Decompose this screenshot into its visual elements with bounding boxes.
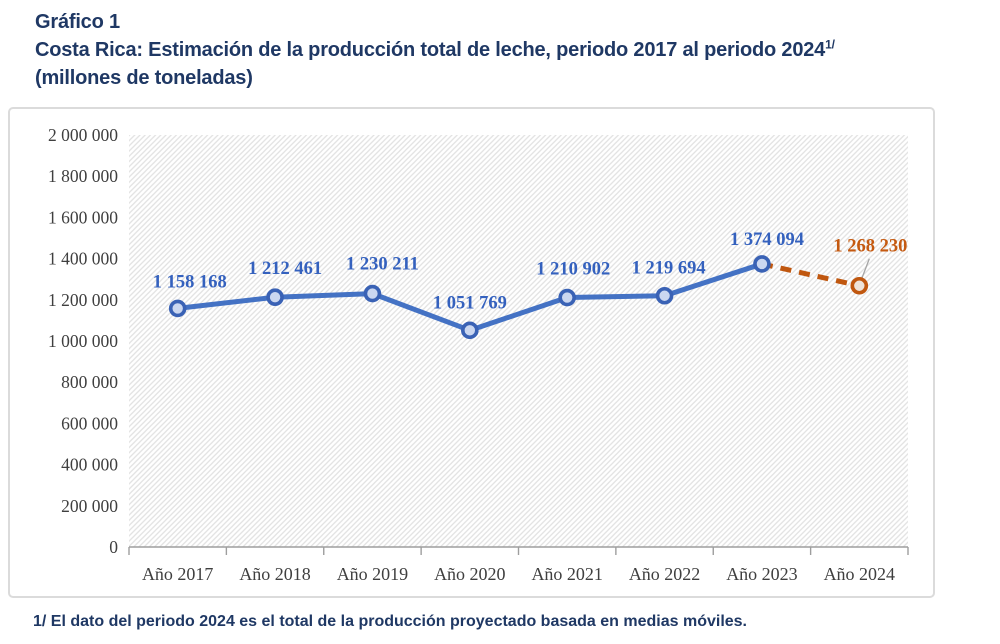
x-axis-label: Año 2021 (531, 564, 603, 584)
chart-title-text: Costa Rica: Estimación de la producción … (35, 39, 826, 61)
data-point-marker (266, 288, 284, 307)
x-axis-label: Año 2019 (337, 564, 409, 584)
data-point-label: 1 212 461 (248, 259, 322, 279)
y-axis-tick-label: 1 600 000 (48, 207, 118, 227)
x-axis-label: Año 2020 (434, 564, 506, 584)
y-axis-tick-label: 200 000 (61, 496, 118, 516)
y-axis-tick-label: 400 000 (61, 455, 118, 475)
data-point-label: 1 158 168 (153, 272, 227, 292)
data-point-marker (363, 284, 382, 303)
projection-dashed-line (761, 261, 860, 289)
chart-subtitle: (millones de toneladas) (35, 67, 253, 89)
y-axis-tick-label: 2 000 000 (48, 125, 118, 145)
projection-point-marker (850, 276, 869, 295)
y-axis-tick-label: 1 200 000 (48, 290, 118, 310)
data-point-marker (461, 321, 479, 340)
y-axis-tick-label: 600 000 (61, 413, 118, 433)
plot-area-hatch (129, 135, 908, 547)
x-axis-label: Año 2018 (239, 564, 311, 584)
chart-footnote: 1/ El dato del periodo 2024 es el total … (33, 613, 747, 630)
chart-heading: Gráfico 1 Costa Rica: Estimación de la p… (35, 8, 985, 92)
projection-point-label: 1 268 230 (833, 237, 907, 257)
data-point-marker (558, 288, 576, 307)
x-axis-label: Año 2017 (142, 564, 214, 584)
chart-title: Costa Rica: Estimación de la producción … (35, 36, 985, 64)
chart-canvas: 0 200 000 400 000 600 000 800 000 1 000 000 1 … (48, 125, 909, 584)
y-axis-tick-label: 800 000 (61, 372, 118, 392)
x-axis-label: Año 2023 (726, 564, 798, 584)
data-point-marker (168, 299, 187, 318)
data-point-label: 1 210 902 (536, 260, 610, 280)
x-axis-label: Año 2022 (629, 564, 701, 584)
chart-number-label: Gráfico 1 (35, 11, 120, 33)
data-point-marker (655, 286, 674, 305)
x-axis-label: Año 2024 (824, 564, 896, 584)
y-axis-tick-label: 1 000 000 (48, 331, 118, 351)
data-point-label: 1 219 694 (632, 259, 706, 279)
label-leader-line (860, 258, 870, 280)
data-point-marker (753, 255, 771, 273)
data-point-label: 1 374 094 (730, 230, 804, 250)
y-axis-tick-label: 1 800 000 (48, 166, 118, 186)
data-point-label: 1 230 211 (346, 255, 419, 275)
chart-frame: 0 200 000 400 000 600 000 800 000 1 000 000 1 … (8, 107, 935, 598)
y-axis-tick-label: 0 (109, 537, 118, 557)
footnote-reference-superscript: 1/ (825, 37, 835, 52)
y-axis-tick-label: 1 400 000 (48, 249, 118, 269)
data-point-label: 1 051 769 (433, 293, 507, 313)
